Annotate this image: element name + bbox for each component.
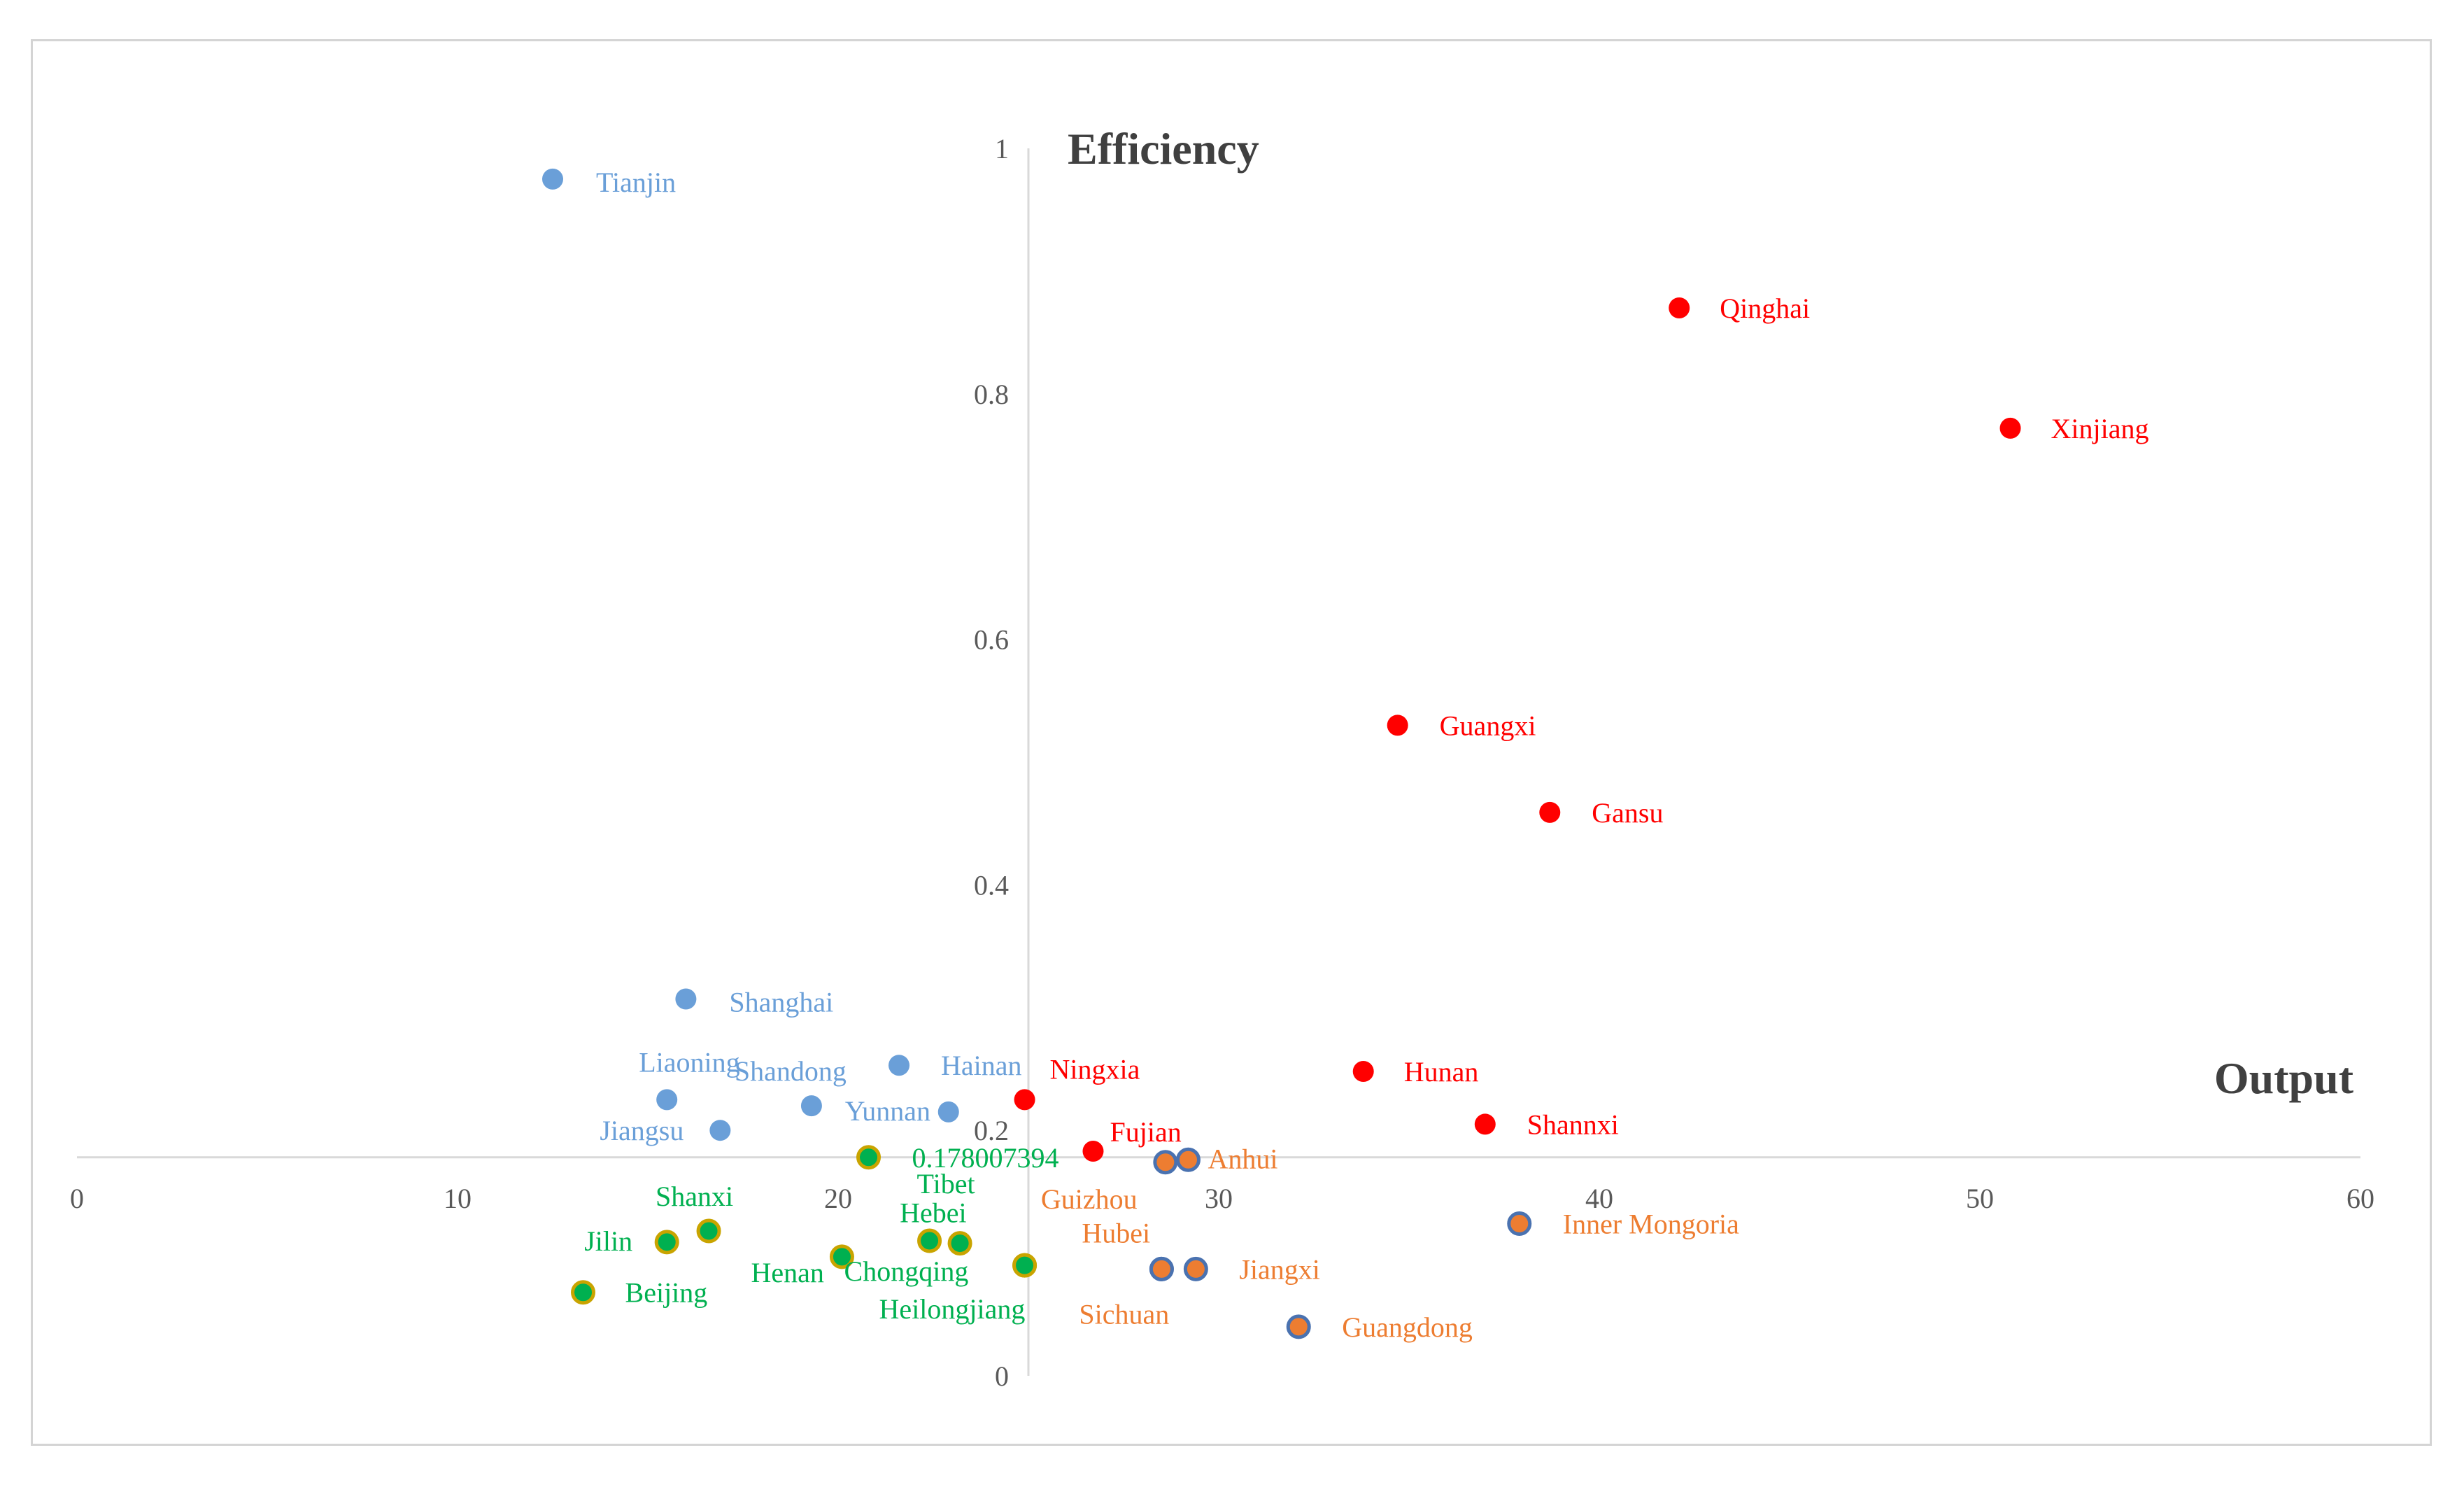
point-label-0-178007394: 0.178007394	[912, 1142, 1059, 1174]
data-point-hebei	[947, 1231, 972, 1256]
data-point-0-178007394	[856, 1145, 881, 1170]
data-point-qinghai	[1669, 297, 1690, 319]
data-point-ningxia	[1014, 1089, 1035, 1111]
point-label-xinjiang: Xinjiang	[2051, 413, 2149, 444]
data-point-xinjiang	[1999, 417, 2021, 439]
point-label-heilongjiang: Heilongjiang	[879, 1293, 1026, 1325]
point-label-shanxi: Shanxi	[656, 1181, 733, 1212]
data-point-inner-mongoria	[1507, 1211, 1532, 1237]
point-label-jiangxi: Jiangxi	[1239, 1253, 1320, 1285]
data-point-jiangxi	[1183, 1256, 1208, 1281]
x-tick-label: 10	[444, 1183, 472, 1214]
point-label-qinghai: Qinghai	[1720, 293, 1810, 324]
point-label-chongqing: Chongqing	[844, 1255, 969, 1287]
x-tick-label: 0	[70, 1183, 84, 1214]
data-point-sichuan	[1149, 1256, 1174, 1281]
point-label-tibet: Tibet	[917, 1168, 975, 1199]
y-axis-title: Efficiency	[1068, 124, 1259, 174]
data-point-tibet	[917, 1228, 942, 1253]
point-label-hainan: Hainan	[941, 1050, 1022, 1081]
data-point-guangxi	[1387, 715, 1408, 736]
axes	[77, 148, 2360, 1376]
point-label-hunan: Hunan	[1404, 1056, 1479, 1088]
data-point-shanghai	[675, 988, 697, 1010]
data-point-beijing	[571, 1280, 596, 1305]
point-label-tianjin: Tianjin	[596, 167, 676, 198]
scatter-chart: 0 10 20 30 40 50 60 00.20.40.60.81 Efficiency …	[70, 124, 2374, 1392]
point-label-hebei: Hebei	[900, 1197, 967, 1229]
data-point-jiangsu	[709, 1120, 731, 1141]
x-tick-label: 60	[2346, 1183, 2374, 1214]
y-tick-label: 0.6	[974, 624, 1009, 656]
y-tick-label: 0.4	[974, 869, 1009, 901]
x-tick-label: 30	[1205, 1183, 1233, 1214]
data-point-gansu	[1539, 801, 1561, 823]
y-tick-label: 1	[995, 133, 1009, 164]
data-point-hunan	[1352, 1061, 1374, 1083]
point-label-yunnan: Yunnan	[845, 1095, 930, 1127]
chart-frame: 0 10 20 30 40 50 60 0 0.2 0.4 0.6 0.8 1 Efficiency …	[31, 39, 2432, 1446]
point-label-guangdong: Guangdong	[1342, 1311, 1473, 1343]
point-label-jilin: Jilin	[584, 1225, 632, 1257]
point-label-anhui: Anhui	[1208, 1143, 1277, 1174]
data-point-jilin	[654, 1230, 679, 1255]
x-tick-label: 50	[1966, 1183, 1994, 1214]
x-tick-labels: 0 10 20 30 40 50 60	[70, 1183, 2374, 1214]
point-label-fujian: Fujian	[1110, 1116, 1181, 1148]
y-tick-label: 0	[995, 1360, 1009, 1392]
data-point-tianjin	[542, 168, 563, 190]
y-tick-label: 0.8	[974, 379, 1009, 410]
x-axis-title: Output	[2214, 1053, 2354, 1103]
point-label-inner-mongoria: Inner Mongoria	[1563, 1209, 1739, 1240]
y-tick-label: 0.2	[974, 1115, 1009, 1146]
point-label-gansu: Gansu	[1592, 797, 1663, 829]
point-label-guizhou: Guizhou	[1041, 1183, 1138, 1215]
data-point-guangdong	[1286, 1314, 1311, 1339]
point-label-henan: Henan	[751, 1257, 823, 1288]
data-point-shanxi	[696, 1218, 721, 1244]
point-label-shanghai: Shanghai	[729, 987, 833, 1018]
x-tick-label: 40	[1585, 1183, 1613, 1214]
y-tick-labels: 0 0.2 0.4 0.6 0.8 1	[974, 133, 1009, 1392]
x-tick-label: 20	[824, 1183, 852, 1214]
point-label-jiangsu: Jiangsu	[600, 1115, 684, 1146]
point-label-beijing: Beijing	[625, 1277, 708, 1309]
data-point-shandong	[800, 1095, 822, 1117]
data-point-heilongjiang	[1012, 1253, 1038, 1278]
data-points	[542, 168, 2021, 1339]
point-label-ningxia: Ningxia	[1050, 1053, 1140, 1085]
point-label-shannxi: Shannxi	[1527, 1109, 1619, 1140]
point-label-shandong: Shandong	[735, 1055, 847, 1087]
data-point-fujian	[1082, 1141, 1104, 1162]
data-point-guizhou	[1153, 1150, 1178, 1175]
point-label-liaoning: Liaoning	[639, 1046, 739, 1078]
data-point-shannxi	[1474, 1113, 1496, 1135]
data-point-yunnan	[937, 1101, 959, 1122]
point-label-hubei: Hubei	[1082, 1217, 1150, 1248]
data-point-henan	[829, 1244, 854, 1269]
data-point-anhui	[1175, 1147, 1201, 1172]
data-point-liaoning	[656, 1089, 678, 1111]
data-point-hainan	[888, 1055, 910, 1076]
point-label-guangxi: Guangxi	[1440, 710, 1536, 741]
point-label-sichuan: Sichuan	[1079, 1298, 1169, 1330]
